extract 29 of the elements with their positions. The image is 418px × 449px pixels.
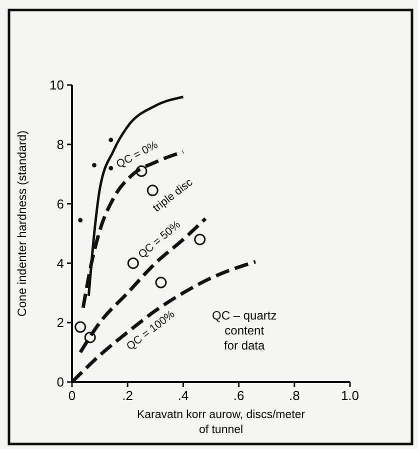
y-tick-label: 4	[56, 256, 64, 271]
x-tick-label: .4	[178, 388, 189, 403]
point	[108, 138, 114, 142]
y-tick-label: 0	[56, 374, 64, 390]
annotation: QC – quartz content for data	[212, 308, 277, 353]
x-tick-label: .6	[233, 388, 244, 403]
y-tick-label: 6	[56, 196, 64, 212]
y-axis-title: Cone indenter hardness (standard)	[15, 130, 29, 317]
point	[74, 321, 86, 333]
x-tick-label: 1.0	[340, 388, 360, 403]
x-axis-title: Karavatn korr aurow, discs/meter of tunnel	[136, 409, 306, 436]
x-tick-label: .8	[288, 388, 300, 403]
point	[84, 332, 96, 344]
point	[92, 162, 96, 168]
y-tick-label: 2	[56, 315, 64, 330]
x-tick-label: 0	[68, 388, 76, 403]
point	[108, 166, 114, 170]
text: QC = 50%	[136, 218, 184, 262]
point	[127, 257, 139, 269]
point	[155, 276, 167, 288]
y-tick-label: 8	[56, 136, 64, 152]
y-tick-label: 10	[50, 78, 64, 93]
text: QC = 0%	[114, 138, 160, 171]
x-tick-label: .2	[122, 388, 134, 403]
point	[136, 165, 148, 177]
point	[78, 218, 83, 222]
point	[194, 234, 206, 246]
line-series	[78, 216, 208, 354]
annotation: triple disc	[151, 176, 196, 215]
